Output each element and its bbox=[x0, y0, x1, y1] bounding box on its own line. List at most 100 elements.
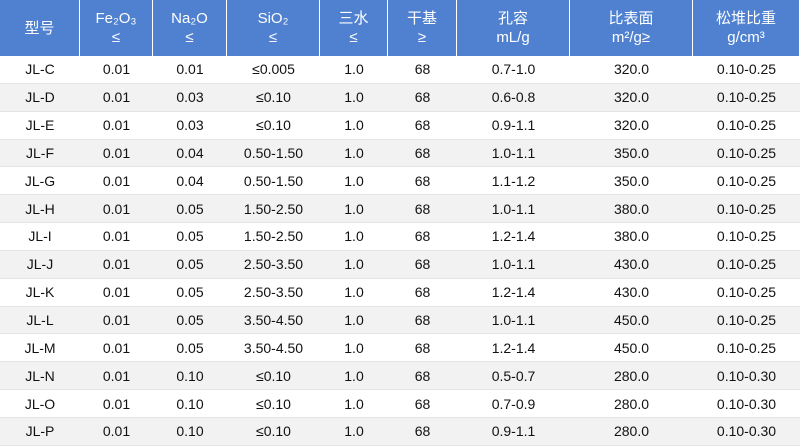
cell: 1.0 bbox=[320, 417, 388, 446]
cell: 350.0 bbox=[570, 167, 693, 196]
cell: JL-P bbox=[0, 417, 80, 446]
cell: 0.50-1.50 bbox=[227, 167, 320, 196]
header-text: ≤ bbox=[185, 29, 194, 46]
cell: 0.10-0.25 bbox=[693, 306, 800, 335]
cell: 1.50-2.50 bbox=[227, 195, 320, 224]
cell: 1.0-1.1 bbox=[457, 195, 570, 224]
cell: 68 bbox=[388, 306, 457, 335]
cell: 0.50-1.50 bbox=[227, 139, 320, 168]
header-text: Fe₂O₃ bbox=[95, 10, 137, 27]
cell: 68 bbox=[388, 56, 457, 84]
cell: 0.01 bbox=[80, 112, 153, 140]
cell: 0.05 bbox=[153, 195, 227, 224]
cell: JL-C bbox=[0, 56, 80, 84]
cell: 2.50-3.50 bbox=[227, 250, 320, 279]
cell: 1.0-1.1 bbox=[457, 250, 570, 279]
cell: 68 bbox=[388, 417, 457, 446]
header-text: 干基 bbox=[406, 10, 437, 27]
cell: 0.05 bbox=[153, 279, 227, 307]
header-text: 松堆比重 bbox=[715, 10, 776, 27]
cell: 0.7-0.9 bbox=[457, 390, 570, 418]
cell: 3.50-4.50 bbox=[227, 306, 320, 335]
header-text: mL/g bbox=[496, 29, 530, 46]
cell: ≤0.005 bbox=[227, 56, 320, 84]
cell: JL-O bbox=[0, 390, 80, 418]
cell: JL-N bbox=[0, 362, 80, 391]
cell: JL-L bbox=[0, 306, 80, 335]
header-cell: Na₂O ≤ bbox=[153, 0, 227, 56]
cell: 1.0 bbox=[320, 390, 388, 418]
cell: 1.2-1.4 bbox=[457, 223, 570, 251]
header-text: 比表面 bbox=[608, 10, 654, 27]
cell: 68 bbox=[388, 279, 457, 307]
cell: 0.01 bbox=[80, 83, 153, 112]
cell: 0.10-0.30 bbox=[693, 362, 800, 391]
cell: 320.0 bbox=[570, 56, 693, 84]
cell: 0.01 bbox=[80, 56, 153, 84]
cell: 0.04 bbox=[153, 167, 227, 196]
cell: 1.0 bbox=[320, 334, 388, 363]
cell: 1.1-1.2 bbox=[457, 167, 570, 196]
cell: ≤0.10 bbox=[227, 83, 320, 112]
cell: 68 bbox=[388, 195, 457, 224]
cell: 320.0 bbox=[570, 112, 693, 140]
cell: 0.03 bbox=[153, 83, 227, 112]
cell: 0.10 bbox=[153, 362, 227, 391]
header-text: SiO₂ bbox=[257, 10, 289, 27]
cell: JL-D bbox=[0, 83, 80, 112]
header-text: 孔容 bbox=[497, 10, 528, 27]
cell: 380.0 bbox=[570, 223, 693, 251]
cell: 0.04 bbox=[153, 139, 227, 168]
cell: ≤0.10 bbox=[227, 112, 320, 140]
cell: 0.9-1.1 bbox=[457, 112, 570, 140]
header-text: ≤ bbox=[349, 29, 358, 46]
cell: 380.0 bbox=[570, 195, 693, 224]
cell: JL-M bbox=[0, 334, 80, 363]
cell: 0.01 bbox=[80, 223, 153, 251]
cell: 1.50-2.50 bbox=[227, 223, 320, 251]
cell: 3.50-4.50 bbox=[227, 334, 320, 363]
header-cell: 型号 bbox=[0, 0, 80, 56]
cell: JL-F bbox=[0, 139, 80, 168]
header-text: ≥ bbox=[417, 29, 427, 46]
header-text: 三水 bbox=[338, 10, 369, 27]
cell: 0.10-0.30 bbox=[693, 390, 800, 418]
cell: JL-G bbox=[0, 167, 80, 196]
cell: 0.10-0.25 bbox=[693, 56, 800, 84]
cell: 68 bbox=[388, 362, 457, 391]
cell: 280.0 bbox=[570, 390, 693, 418]
cell: 1.0 bbox=[320, 139, 388, 168]
cell: 68 bbox=[388, 390, 457, 418]
cell: 280.0 bbox=[570, 417, 693, 446]
cell: 1.0 bbox=[320, 362, 388, 391]
cell: 320.0 bbox=[570, 83, 693, 112]
cell: 0.01 bbox=[80, 279, 153, 307]
cell: 0.6-0.8 bbox=[457, 83, 570, 112]
cell: 68 bbox=[388, 250, 457, 279]
cell: 0.05 bbox=[153, 223, 227, 251]
cell: 68 bbox=[388, 334, 457, 363]
cell: 0.01 bbox=[80, 334, 153, 363]
cell: 1.0 bbox=[320, 195, 388, 224]
cell: JL-I bbox=[0, 223, 80, 251]
cell: 2.50-3.50 bbox=[227, 279, 320, 307]
cell: 0.03 bbox=[153, 112, 227, 140]
cell: 68 bbox=[388, 139, 457, 168]
cell: 450.0 bbox=[570, 334, 693, 363]
cell: 0.01 bbox=[80, 390, 153, 418]
header-text: m²/g≥ bbox=[611, 29, 651, 46]
cell: 0.10-0.25 bbox=[693, 195, 800, 224]
cell: 0.05 bbox=[153, 306, 227, 335]
cell: 0.7-1.0 bbox=[457, 56, 570, 84]
cell: 1.0 bbox=[320, 250, 388, 279]
cell: 0.10-0.25 bbox=[693, 83, 800, 112]
cell: 68 bbox=[388, 112, 457, 140]
cell: 1.0 bbox=[320, 56, 388, 84]
cell: 1.2-1.4 bbox=[457, 334, 570, 363]
cell: 1.0 bbox=[320, 306, 388, 335]
cell: 350.0 bbox=[570, 139, 693, 168]
cell: 1.0 bbox=[320, 223, 388, 251]
cell: 0.10-0.30 bbox=[693, 417, 800, 446]
header-text: Na₂O bbox=[171, 10, 208, 27]
